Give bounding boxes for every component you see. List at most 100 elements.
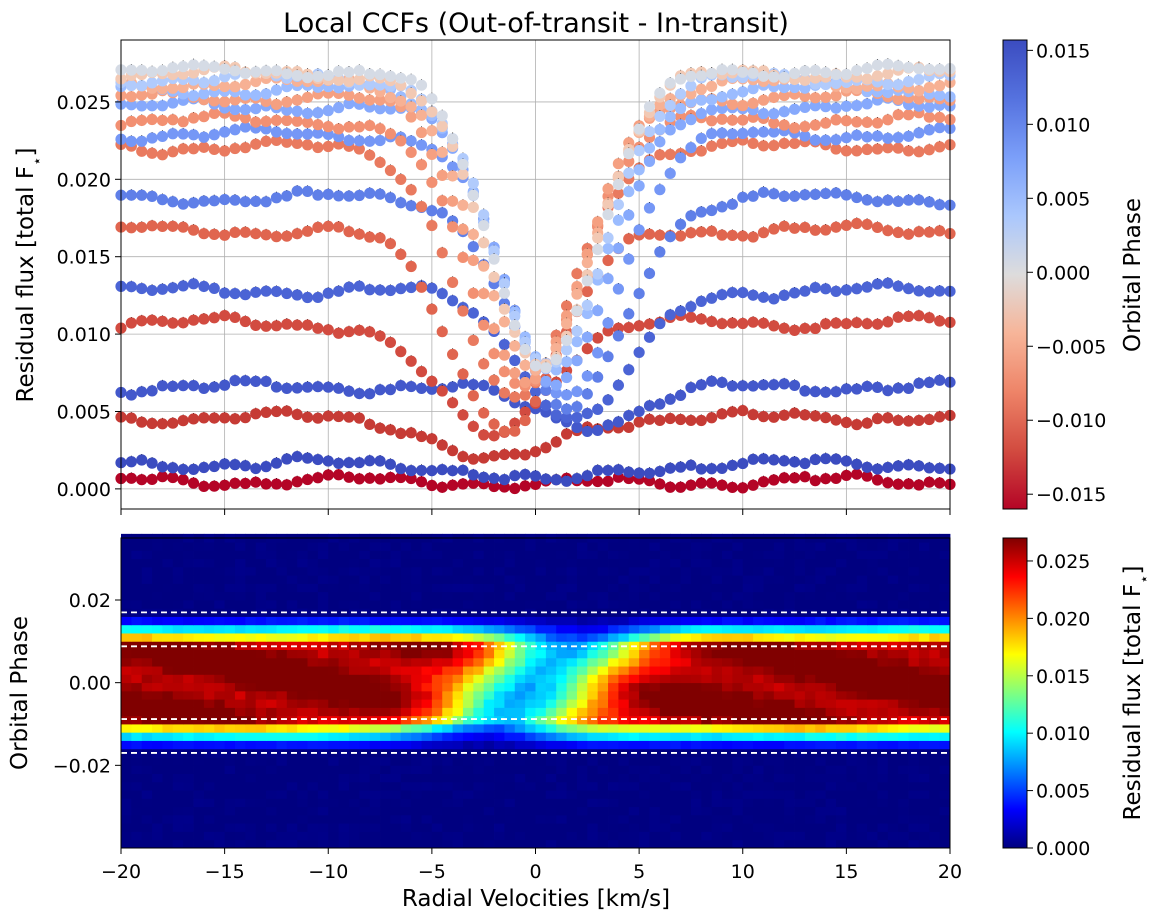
ccf-point bbox=[737, 380, 749, 392]
heatmap-cell bbox=[939, 806, 951, 816]
heatmap-cell bbox=[152, 781, 163, 791]
heatmap-cell bbox=[494, 666, 505, 675]
heatmap-cell bbox=[411, 790, 422, 799]
heatmap-cell bbox=[473, 790, 485, 799]
heatmap-cell bbox=[452, 806, 464, 816]
ccf-point bbox=[830, 143, 842, 155]
heatmap-cell bbox=[473, 732, 485, 741]
ccf-point bbox=[364, 326, 376, 338]
ccf-point bbox=[592, 424, 604, 437]
ccf-point bbox=[923, 312, 935, 324]
heatmap-cell bbox=[587, 649, 599, 659]
heatmap-cell bbox=[846, 814, 858, 824]
heatmap-cell bbox=[266, 657, 277, 667]
heatmap-cell bbox=[763, 798, 775, 808]
heatmap-cell bbox=[421, 765, 433, 774]
heatmap-cell bbox=[431, 682, 443, 692]
heatmap-cell bbox=[784, 790, 795, 799]
heatmap-cell bbox=[328, 666, 340, 675]
heatmap-cell bbox=[369, 814, 381, 824]
heatmap-cell bbox=[245, 748, 257, 758]
heatmap-cell bbox=[504, 649, 516, 659]
heatmap-cell bbox=[566, 765, 578, 774]
ccf-point bbox=[799, 82, 811, 94]
heatmap-cell bbox=[525, 748, 536, 758]
heatmap-cell bbox=[514, 641, 526, 650]
ccf-point bbox=[156, 65, 169, 77]
heatmap-cell bbox=[836, 814, 847, 824]
heatmap-cell bbox=[608, 666, 619, 675]
ccf-point bbox=[706, 477, 718, 489]
heatmap-cell bbox=[431, 649, 443, 659]
heatmap-cell bbox=[152, 633, 163, 642]
heatmap-cell bbox=[504, 814, 516, 824]
heatmap-cell bbox=[701, 657, 713, 667]
ccf-point bbox=[167, 471, 179, 484]
heatmap-cell bbox=[224, 831, 236, 841]
ccf-point bbox=[902, 382, 915, 394]
ccf-point bbox=[757, 291, 770, 303]
ccf-point bbox=[861, 470, 873, 482]
heatmap-cell bbox=[804, 699, 816, 708]
ccf-point bbox=[768, 126, 780, 138]
heatmap-cell bbox=[380, 690, 391, 700]
ccf-point bbox=[198, 280, 210, 293]
ccf-point bbox=[830, 472, 842, 485]
ccf-point bbox=[685, 96, 697, 108]
heatmap-cell bbox=[711, 773, 723, 783]
heatmap-cell bbox=[773, 748, 785, 758]
ccf-point bbox=[198, 131, 210, 143]
ccf-point bbox=[571, 336, 583, 348]
heatmap-cell bbox=[193, 657, 205, 667]
heatmap-cell bbox=[431, 806, 443, 816]
heatmap-cell bbox=[939, 814, 951, 824]
heatmap-cell bbox=[908, 790, 920, 799]
heatmap-cell bbox=[400, 823, 412, 832]
heatmap-cell bbox=[172, 831, 184, 841]
ccf-point bbox=[509, 319, 521, 331]
heatmap-cell bbox=[773, 823, 785, 832]
heatmap-cell bbox=[193, 633, 205, 642]
ccf-point bbox=[457, 464, 469, 476]
top-y-tick-label: 0.015 bbox=[57, 247, 111, 269]
heatmap-cell bbox=[514, 724, 526, 733]
ccf-point bbox=[902, 145, 915, 157]
ccf-point bbox=[892, 311, 904, 323]
ccf-point bbox=[830, 414, 842, 426]
heatmap-cell bbox=[214, 649, 226, 659]
heatmap-cell bbox=[670, 657, 681, 667]
heatmap-cell bbox=[639, 690, 650, 700]
heatmap-cell bbox=[390, 790, 402, 799]
ccf-point bbox=[229, 311, 241, 324]
heatmap-cell bbox=[400, 690, 412, 700]
ccf-point bbox=[643, 318, 656, 330]
heatmap-cell bbox=[836, 839, 847, 849]
heatmap-cell bbox=[597, 724, 609, 733]
heatmap-cell bbox=[494, 732, 505, 741]
heatmap-cell bbox=[462, 641, 474, 650]
heatmap-cell bbox=[431, 798, 443, 808]
heatmap-cell bbox=[504, 732, 516, 741]
heatmap-cell bbox=[918, 682, 930, 692]
ccf-point bbox=[581, 275, 593, 287]
heatmap-cell bbox=[203, 707, 215, 717]
ccf-point bbox=[364, 418, 376, 431]
heatmap-cell bbox=[856, 666, 868, 675]
heatmap-cell bbox=[918, 831, 930, 841]
heatmap-cell bbox=[514, 831, 526, 841]
heatmap-cell bbox=[659, 798, 671, 808]
heatmap-cell bbox=[411, 757, 422, 766]
heatmap-cell bbox=[639, 707, 650, 717]
ccf-point bbox=[374, 188, 386, 200]
ccf-point bbox=[799, 285, 811, 297]
ccf-point bbox=[581, 388, 593, 400]
heatmap-cell bbox=[825, 666, 837, 675]
heatmap-cell bbox=[514, 823, 526, 832]
ccf-point bbox=[509, 340, 521, 352]
heatmap-cell bbox=[846, 682, 858, 692]
heatmap-cell bbox=[183, 748, 194, 758]
heatmap-cells bbox=[121, 533, 951, 849]
ccf-point bbox=[612, 178, 625, 191]
heatmap-cell bbox=[224, 707, 236, 717]
heatmap-cell bbox=[773, 798, 785, 808]
